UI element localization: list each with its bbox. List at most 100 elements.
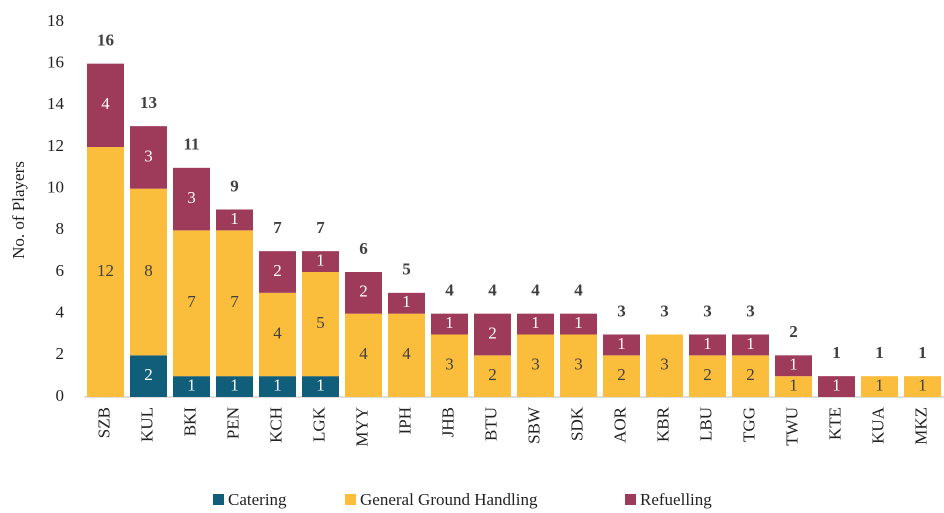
x-tick-label: SZB	[94, 407, 113, 438]
y-tick-label: 18	[47, 11, 64, 30]
y-tick-label: 4	[56, 303, 65, 322]
total-label: 6	[359, 239, 368, 258]
bar-segment	[861, 376, 898, 397]
segment-label: 1	[574, 313, 583, 332]
x-tick-label: SDK	[567, 406, 586, 441]
segment-label: 1	[445, 313, 454, 332]
y-axis-title: No. of Players	[9, 161, 28, 259]
bar-segment	[603, 334, 640, 356]
total-label: 5	[402, 260, 411, 279]
bar-segment	[818, 376, 855, 397]
segment-label: 2	[359, 282, 368, 301]
x-tick-label: PEN	[223, 407, 242, 439]
total-label: 1	[875, 343, 884, 362]
x-tick-label: AOR	[610, 406, 629, 443]
segment-label: 3	[531, 355, 540, 374]
y-tick-label: 8	[56, 219, 65, 238]
segment-label: 4	[101, 94, 110, 113]
legend-label: Refuelling	[640, 490, 712, 509]
bar-segment	[130, 355, 167, 397]
y-tick-label: 2	[56, 344, 65, 363]
total-label: 13	[140, 93, 157, 112]
bar-segment	[87, 63, 124, 147]
bar-segment	[173, 230, 210, 377]
bar-segment	[732, 334, 769, 356]
segment-label: 4	[402, 344, 411, 363]
segment-label: 4	[359, 344, 368, 363]
segment-label: 1	[316, 375, 325, 394]
segment-label: 1	[746, 334, 755, 353]
bar-segment	[302, 251, 339, 272]
x-tick-label: KCH	[266, 407, 285, 443]
bar-segment	[216, 209, 253, 231]
bar-segment	[689, 355, 726, 397]
bar-segment	[603, 355, 640, 397]
legend-swatch	[625, 494, 636, 505]
x-tick-label: TGG	[739, 407, 758, 442]
bar-segment	[302, 272, 339, 377]
segment-label: 1	[875, 375, 884, 394]
bar-segment	[560, 313, 597, 335]
segment-label: 4	[273, 323, 282, 342]
y-tick-label: 12	[47, 136, 64, 155]
legend-label: Catering	[228, 490, 287, 509]
segment-label: 1	[230, 375, 239, 394]
bar-segment	[302, 376, 339, 397]
x-tick-label: SBW	[524, 406, 543, 444]
total-label: 4	[445, 281, 454, 300]
y-tick-label: 16	[47, 53, 64, 72]
legend-swatch	[345, 494, 356, 505]
bar-segment	[474, 355, 511, 397]
total-label: 4	[574, 281, 583, 300]
bar-segment	[904, 376, 941, 397]
segment-label: 2	[144, 365, 153, 384]
y-tick-label: 6	[56, 261, 65, 280]
segment-label: 7	[230, 292, 239, 311]
y-tick-label: 0	[56, 386, 65, 405]
segment-label: 2	[488, 323, 497, 342]
bar-segment	[130, 126, 167, 189]
total-label: 3	[703, 301, 712, 320]
bar-segment	[517, 334, 554, 397]
bar-segment	[732, 355, 769, 397]
total-label: 7	[316, 218, 325, 237]
bar-segment	[388, 292, 425, 314]
segment-label: 12	[97, 261, 114, 280]
segment-label: 1	[230, 209, 239, 228]
total-label: 7	[273, 218, 282, 237]
bar-segment	[431, 313, 468, 335]
x-tick-label: BTU	[481, 407, 500, 441]
x-tick-label: KUL	[137, 407, 156, 442]
bar-segment	[388, 313, 425, 397]
segment-label: 1	[402, 292, 411, 311]
segment-label: 3	[660, 355, 669, 374]
segment-label: 3	[445, 355, 454, 374]
x-tick-label: LBU	[696, 407, 715, 441]
segment-label: 1	[531, 313, 540, 332]
segment-label: 2	[488, 365, 497, 384]
bar-segment	[775, 355, 812, 377]
bar-segment	[259, 292, 296, 377]
bar-segment	[474, 313, 511, 356]
y-tick-label: 10	[47, 178, 64, 197]
total-label: 4	[488, 281, 497, 300]
segment-label: 3	[144, 146, 153, 165]
total-label: 11	[183, 135, 199, 154]
bar-segment	[259, 251, 296, 293]
x-tick-label: KUA	[868, 406, 887, 444]
bar-segment	[173, 376, 210, 397]
x-tick-label: MKZ	[911, 407, 930, 445]
x-tick-label: TWU	[782, 407, 801, 446]
bar-segment	[689, 334, 726, 356]
total-label: 1	[918, 343, 927, 362]
total-label: 3	[660, 301, 669, 320]
bar-segment	[345, 272, 382, 314]
segment-label: 7	[187, 292, 196, 311]
bar-segment	[130, 188, 167, 356]
y-tick-label: 14	[47, 94, 65, 113]
segment-label: 5	[316, 313, 325, 332]
bar-segment	[216, 376, 253, 397]
x-tick-label: MYY	[352, 407, 371, 447]
bar-segment	[646, 334, 683, 397]
